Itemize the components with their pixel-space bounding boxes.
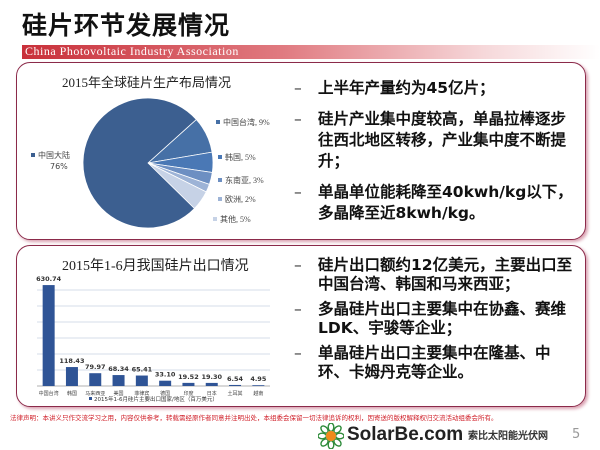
bar-value-label: 19.52 — [178, 373, 199, 381]
bullet-dash: – — [294, 300, 302, 318]
bar-6 — [182, 382, 195, 386]
category-label: 马来西亚 — [85, 390, 105, 397]
bottom-panel — [16, 245, 586, 407]
legend-swatch — [216, 120, 220, 124]
bar-3 — [112, 375, 125, 386]
bar-value-label: 118.43 — [59, 357, 84, 365]
bullet-text: 单晶硅片出口主要集中在隆基、中环、卡姆丹克等企业。 — [318, 344, 551, 381]
slice-label: 其他, 5% — [220, 214, 251, 224]
legal-notice: 法律声明：本讲义只作交流学习之用，内容仅供参考，转载需经原作者同意并注明出处，本… — [10, 414, 498, 422]
bar-4 — [135, 375, 148, 386]
bullet-text: 单晶单位能耗降至40kwh/kg以下，多晶降至近8kwh/kg。 — [318, 183, 573, 222]
association-banner: China Photovoltaic Industry Association — [22, 44, 600, 59]
bar-value-label: 6.54 — [227, 375, 244, 383]
legend-swatch — [31, 153, 35, 157]
bar-9 — [252, 385, 265, 386]
slice-label: 中国大陆 — [38, 150, 70, 160]
category-label: 韩国 — [67, 390, 77, 397]
category-label: 土耳其 — [228, 390, 243, 397]
bullet-dash: – — [294, 79, 302, 97]
bar-value-label: 33.10 — [155, 371, 176, 379]
slice-label: 中国台湾, 9% — [223, 117, 270, 127]
bullet-dash: – — [294, 110, 302, 128]
bullet-text: 硅片出口额约12亿美元，主要出口至中国台湾、韩国和马来西亚； — [318, 256, 573, 293]
legend-swatch — [218, 155, 222, 159]
bar-2 — [89, 373, 102, 386]
solarbe-watermark: SolarBe.com 索比太阳能光伏网 — [318, 423, 568, 449]
bullet-item: – 硅片出口额约12亿美元，主要出口至中国台湾、韩国和马来西亚； — [294, 256, 580, 294]
pie-slice-5 — [82, 97, 197, 229]
bar-value-label: 630.74 — [36, 275, 62, 283]
slice-pct: 76% — [50, 162, 68, 171]
category-label: 美国 — [114, 390, 124, 397]
bar-value-label: 4.95 — [250, 375, 267, 383]
legend-swatch — [213, 217, 217, 221]
banner-text: China Photovoltaic Industry Association — [25, 44, 239, 58]
page-number: 5 — [572, 427, 581, 442]
legend-swatch — [218, 178, 222, 182]
category-label: 菲律宾 — [134, 390, 149, 397]
page-title: 硅片环节发展情况 — [22, 11, 231, 40]
brand-subtitle: 索比太阳能光伏网 — [468, 431, 548, 442]
bar-1 — [65, 367, 78, 386]
bullet-text: 上半年产量约为45亿片； — [318, 79, 495, 97]
bullet-text: 硅片产业集中度较高，单晶拉棒逐步往西北地区转移，产业集中度不断提升； — [318, 110, 567, 170]
bar-value-label: 19.30 — [201, 373, 222, 381]
pie-title: 2015年全球硅片生产布局情况 — [62, 75, 232, 90]
bar-value-label: 79.97 — [85, 363, 106, 371]
bullet-item: – 单晶硅片出口主要集中在隆基、中环、卡姆丹克等企业。 — [294, 344, 580, 382]
bullet-dash: – — [294, 256, 302, 274]
flower-logo-icon — [318, 423, 344, 449]
category-label: 中国台湾 — [39, 390, 59, 397]
bar-5 — [159, 380, 172, 386]
bar-8 — [229, 384, 242, 386]
category-label: 印度 — [183, 390, 193, 397]
category-label: 德国 — [160, 390, 170, 397]
slice-label: 韩国, 5% — [225, 152, 256, 162]
category-label: 日本 — [207, 390, 217, 397]
bullet-dash: – — [294, 183, 302, 201]
top-panel — [16, 62, 586, 240]
brand-text: SolarBe.com — [347, 424, 464, 445]
bar-value-label: 68.34 — [108, 365, 129, 373]
category-label: 越南 — [253, 390, 263, 397]
legend-swatch — [218, 197, 222, 201]
bar-chart: 630.74 中国台湾 118.43 韩国 79.97 马来西亚 68.34 美国 65.41 菲… — [36, 275, 270, 403]
bullet-item: – 单晶单位能耗降至40kwh/kg以下，多晶降至近8kwh/kg。 — [294, 182, 580, 224]
bar-value-label: 65.41 — [132, 366, 153, 374]
bullet-item: – 硅片产业集中度较高，单晶拉棒逐步往西北地区转移，产业集中度不断提升； — [294, 109, 580, 172]
bullet-dash: – — [294, 344, 302, 362]
slice-label: 东南亚, 3% — [225, 175, 264, 185]
bar-legend: 2015年1-6月硅片主要出口国家/地区（百万美元） — [94, 395, 218, 403]
bullet-text: 多晶硅片出口主要集中在协鑫、赛维LDK、宇骏等企业； — [318, 300, 567, 337]
bar-0 — [42, 285, 55, 386]
slice-label: 欧洲, 2% — [225, 194, 256, 204]
legend-swatch — [89, 397, 92, 400]
bullet-item: – 上半年产量约为45亿片； — [294, 78, 580, 99]
bullet-item: – 多晶硅片出口主要集中在协鑫、赛维LDK、宇骏等企业； — [294, 300, 580, 338]
bar-title: 2015年1-6月我国硅片出口情况 — [62, 259, 249, 274]
pie-chart: 中国台湾, 9% 韩国, 5% 东南亚, 3% 欧洲, 2% 其他, 5% 中国大陆 76% — [31, 97, 270, 229]
bar-7 — [205, 382, 218, 386]
